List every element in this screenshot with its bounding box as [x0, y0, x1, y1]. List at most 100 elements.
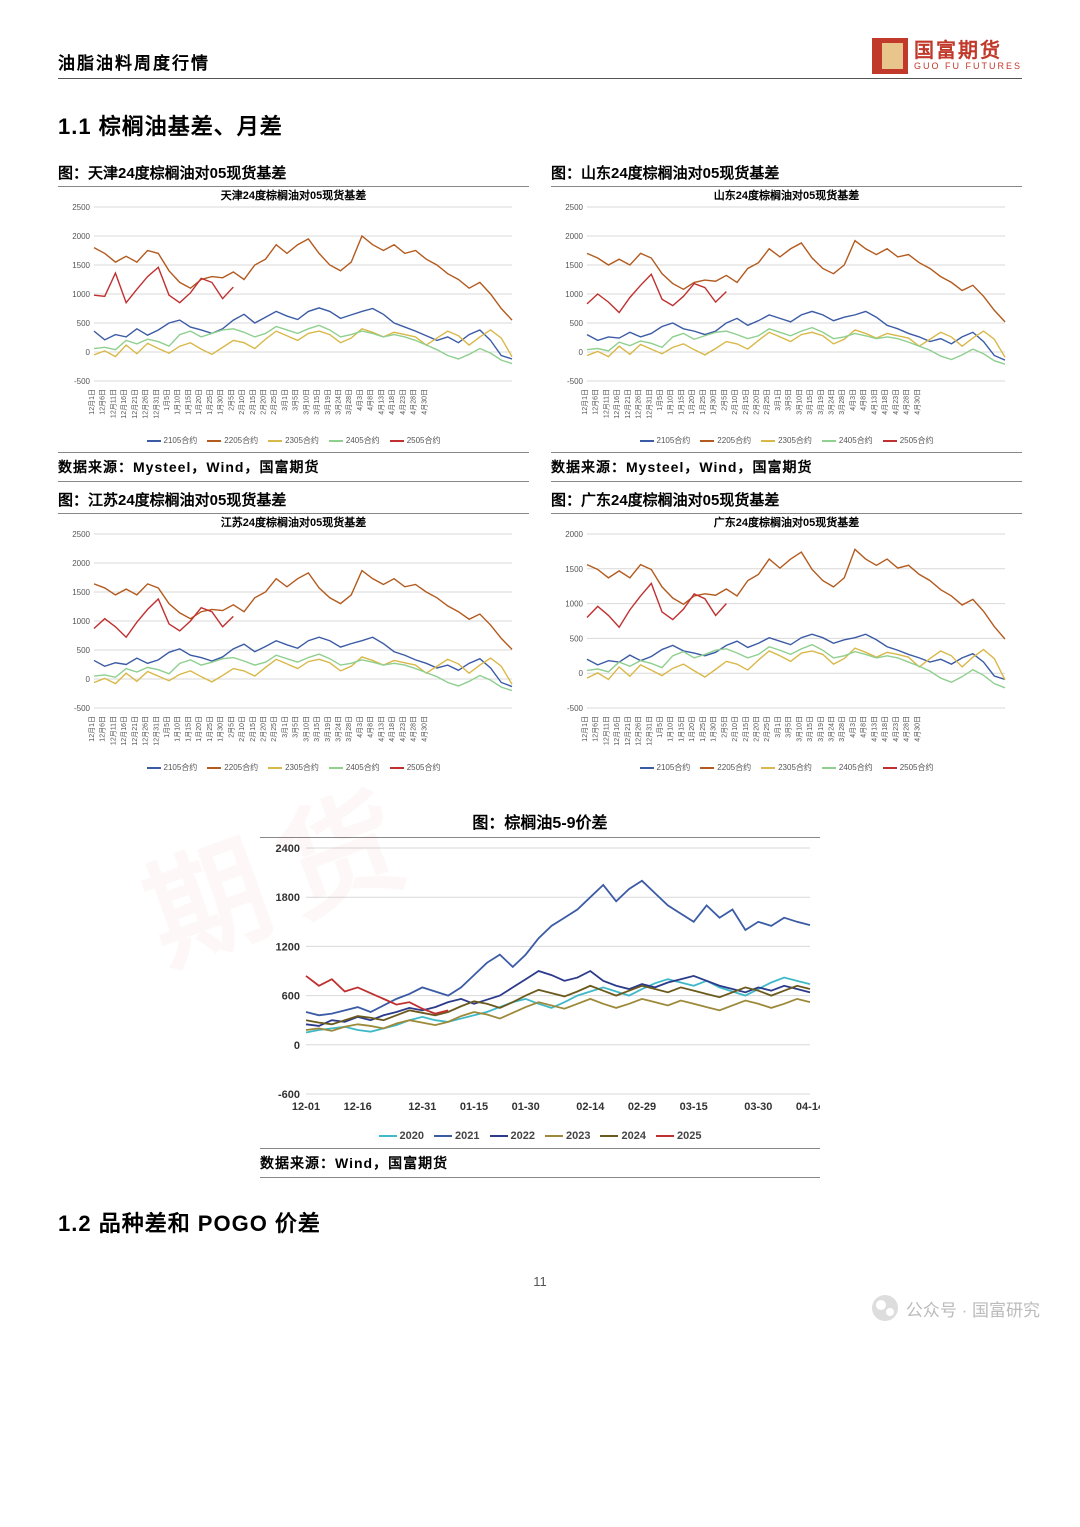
svg-text:1000: 1000: [565, 290, 583, 299]
chart-caption: 图：江苏24度棕榈油对05现货基差: [58, 486, 529, 514]
svg-text:12月6日: 12月6日: [99, 389, 107, 415]
svg-text:4月23日: 4月23日: [892, 716, 900, 742]
logo: 国富期货 GUO FU FUTURES: [872, 38, 1022, 74]
svg-text:12月26日: 12月26日: [142, 389, 150, 419]
svg-text:500: 500: [570, 319, 584, 328]
svg-text:3月15日: 3月15日: [313, 716, 321, 742]
chart-shandong: 图：山东24度棕榈油对05现货基差 山东24度棕榈油对05现货基差 -50005…: [551, 159, 1022, 482]
svg-text:600: 600: [282, 991, 300, 1003]
svg-text:12月21日: 12月21日: [131, 389, 139, 419]
svg-text:3月28日: 3月28日: [345, 716, 353, 742]
logo-en: GUO FU FUTURES: [914, 62, 1022, 72]
chart-inner-title: 山东24度棕榈油对05现货基差: [551, 187, 1022, 203]
svg-text:500: 500: [570, 634, 584, 643]
svg-text:1月15日: 1月15日: [184, 716, 192, 742]
svg-text:2月5日: 2月5日: [720, 716, 728, 738]
spread-chart-wrap: 图：棕榈油5-9价差 -600060012001800240012-0112-1…: [260, 805, 820, 1178]
chart-legend: 2105合约2205合约2305合约2405合约2505合约: [58, 760, 529, 779]
chart-legend: 2105合约2205合约2305合约2405合约2505合约: [551, 760, 1022, 779]
svg-text:0: 0: [86, 348, 91, 357]
chart-svg: -500050010001500200012月1日12月6日12月11日12月1…: [551, 530, 1011, 760]
svg-text:3月5日: 3月5日: [785, 389, 793, 411]
svg-text:1月30日: 1月30日: [217, 389, 225, 415]
svg-text:12月11日: 12月11日: [602, 716, 610, 745]
svg-text:4月13日: 4月13日: [377, 389, 385, 415]
svg-text:03-15: 03-15: [680, 1101, 708, 1113]
svg-text:2月25日: 2月25日: [763, 716, 771, 742]
svg-text:1000: 1000: [72, 617, 90, 626]
spread-chart-source: 数据来源：Wind，国富期货: [260, 1148, 820, 1178]
svg-text:4月30日: 4月30日: [913, 716, 921, 742]
svg-text:4月28日: 4月28日: [903, 389, 911, 415]
svg-text:2月15日: 2月15日: [742, 716, 750, 742]
footer-brand-text: 公众号 · 国富研究: [906, 1296, 1040, 1321]
svg-text:02-14: 02-14: [576, 1101, 605, 1113]
svg-text:2500: 2500: [72, 203, 90, 212]
svg-text:2月10日: 2月10日: [731, 716, 739, 742]
svg-text:2000: 2000: [565, 530, 583, 539]
svg-text:1月20日: 1月20日: [195, 389, 203, 415]
svg-text:4月18日: 4月18日: [881, 389, 889, 415]
svg-text:12月21日: 12月21日: [624, 716, 632, 746]
svg-text:2月15日: 2月15日: [742, 389, 750, 415]
svg-text:0: 0: [86, 675, 91, 684]
svg-text:2月10日: 2月10日: [238, 716, 246, 742]
svg-text:3月24日: 3月24日: [828, 716, 836, 742]
spread-chart-svg: -600060012001800240012-0112-1612-3101-15…: [260, 838, 820, 1128]
svg-text:1月5日: 1月5日: [163, 716, 171, 738]
svg-text:1月10日: 1月10日: [174, 716, 182, 742]
svg-text:12月16日: 12月16日: [613, 716, 621, 746]
svg-text:3月10日: 3月10日: [795, 389, 803, 415]
svg-text:3月28日: 3月28日: [345, 389, 353, 415]
svg-text:3月1日: 3月1日: [281, 389, 289, 411]
svg-text:12月26日: 12月26日: [635, 389, 643, 419]
svg-text:4月13日: 4月13日: [870, 389, 878, 415]
svg-text:12月31日: 12月31日: [152, 716, 160, 746]
svg-text:1200: 1200: [276, 941, 300, 953]
chart-svg: -5000500100015002000250012月1日12月6日12月11日…: [58, 203, 518, 433]
svg-text:12月1日: 12月1日: [88, 716, 96, 742]
svg-text:12月11日: 12月11日: [109, 389, 117, 418]
svg-text:500: 500: [77, 319, 91, 328]
svg-text:2500: 2500: [72, 530, 90, 539]
svg-text:1500: 1500: [72, 261, 90, 270]
svg-text:2月25日: 2月25日: [270, 389, 278, 415]
chart-jiangsu: 图：江苏24度棕榈油对05现货基差 江苏24度棕榈油对05现货基差 -50005…: [58, 486, 529, 779]
svg-text:3月10日: 3月10日: [302, 389, 310, 415]
svg-text:4月28日: 4月28日: [410, 716, 418, 742]
svg-text:2月5日: 2月5日: [227, 716, 235, 738]
svg-text:3月1日: 3月1日: [774, 389, 782, 411]
svg-text:12月1日: 12月1日: [581, 716, 589, 742]
svg-text:4月3日: 4月3日: [356, 716, 364, 738]
svg-text:02-29: 02-29: [628, 1101, 656, 1113]
svg-text:12-16: 12-16: [344, 1101, 372, 1113]
page-number: 11: [58, 1274, 1022, 1289]
svg-text:1000: 1000: [565, 600, 583, 609]
footer-brand: 公众号 · 国富研究: [872, 1295, 1040, 1321]
svg-text:4月28日: 4月28日: [903, 716, 911, 742]
svg-text:1月30日: 1月30日: [710, 716, 718, 742]
svg-text:12月31日: 12月31日: [645, 716, 653, 746]
svg-text:4月30日: 4月30日: [420, 389, 428, 415]
wechat-icon: [872, 1295, 898, 1321]
svg-text:4月18日: 4月18日: [881, 716, 889, 742]
svg-text:03-30: 03-30: [744, 1101, 772, 1113]
svg-text:01-30: 01-30: [512, 1101, 540, 1113]
svg-text:3月5日: 3月5日: [785, 716, 793, 738]
svg-text:1000: 1000: [72, 290, 90, 299]
svg-text:0: 0: [294, 1040, 300, 1052]
chart-source: 数据来源：Mysteel，Wind，国富期货: [551, 452, 1022, 482]
svg-text:2月25日: 2月25日: [763, 389, 771, 415]
svg-text:1500: 1500: [565, 261, 583, 270]
svg-text:2月20日: 2月20日: [259, 716, 267, 742]
svg-text:2月5日: 2月5日: [720, 389, 728, 411]
svg-text:01-15: 01-15: [460, 1101, 488, 1113]
svg-text:1月15日: 1月15日: [184, 389, 192, 415]
svg-text:1月10日: 1月10日: [667, 389, 675, 415]
svg-text:3月1日: 3月1日: [281, 716, 289, 738]
chart-inner-title: 江苏24度棕榈油对05现货基差: [58, 514, 529, 530]
svg-text:1月30日: 1月30日: [710, 389, 718, 415]
svg-text:3月24日: 3月24日: [335, 716, 343, 742]
svg-text:2月10日: 2月10日: [731, 389, 739, 415]
chart-source: 数据来源：Mysteel，Wind，国富期货: [58, 452, 529, 482]
